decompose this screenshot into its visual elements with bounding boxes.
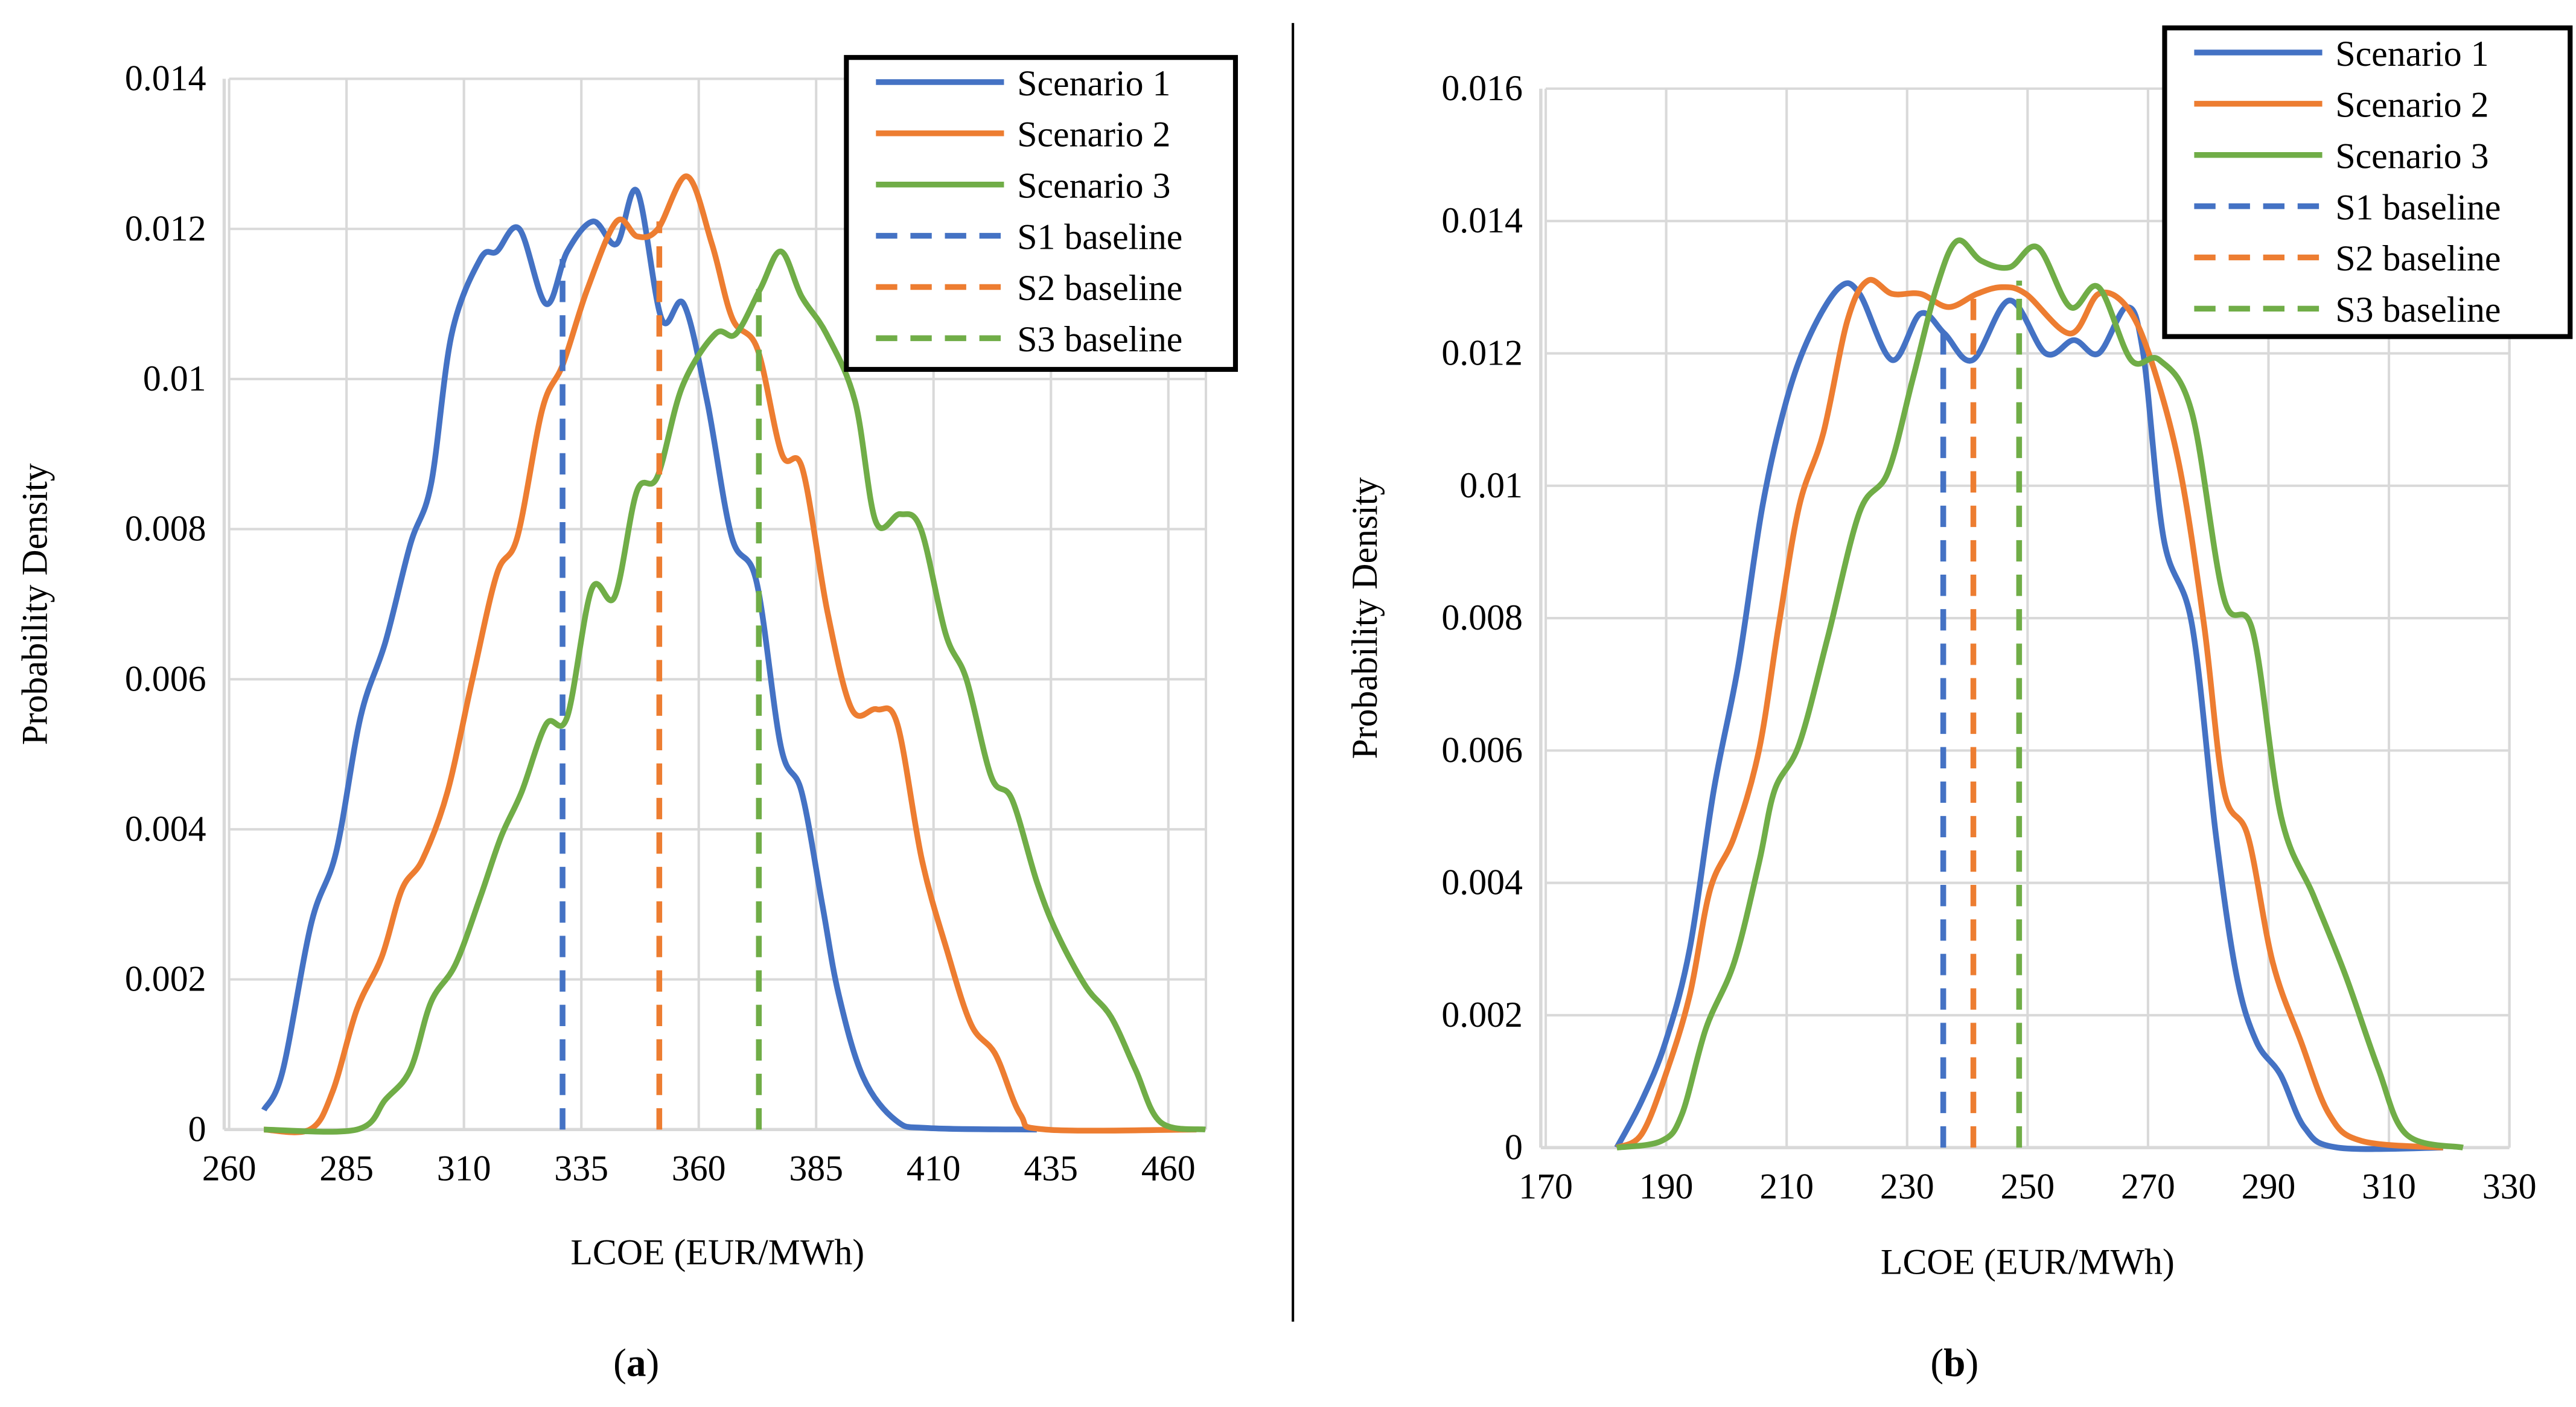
panel-caption: (b) xyxy=(1930,1341,1978,1385)
y-tick-label: 0.01 xyxy=(1459,465,1523,505)
series-line-scenario-1 xyxy=(1614,280,2443,1152)
x-tick-label: 285 xyxy=(319,1149,374,1188)
caption-paren: ( xyxy=(613,1341,626,1385)
y-tick-label: 0.002 xyxy=(125,959,206,999)
y-tick-label: 0.016 xyxy=(1441,68,1523,108)
x-tick-label: 270 xyxy=(2121,1167,2175,1207)
y-tick-label: 0.012 xyxy=(1441,333,1523,373)
y-tick-label: 0.014 xyxy=(125,59,206,98)
x-tick-label: 435 xyxy=(1024,1149,1078,1188)
y-tick-label: 0.004 xyxy=(125,809,206,849)
chart-b: 0 0.002 0.004 0.006 0.008 0.01 0.012 0.014 0.016… xyxy=(1345,25,2573,1385)
x-tick-label: 460 xyxy=(1141,1149,1196,1188)
legend-label: S3 baseline xyxy=(1017,319,1182,359)
series-line-scenario-3 xyxy=(264,248,1207,1135)
legend-label: Scenario 1 xyxy=(2335,34,2488,74)
x-tick-label: 310 xyxy=(2362,1167,2416,1207)
series-line-scenario-2 xyxy=(1615,276,2444,1150)
x-tick-label: 170 xyxy=(1519,1167,1573,1207)
x-tick-label: 360 xyxy=(672,1149,726,1188)
y-axis-title: Probability Density xyxy=(1345,477,1385,759)
x-tick-label: 230 xyxy=(1880,1167,1934,1207)
legend-label: S3 baseline xyxy=(2335,290,2501,330)
series-line-scenario-3 xyxy=(1616,237,2464,1150)
legend-box xyxy=(2162,25,2573,339)
x-axis-title: LCOE (EUR/MWh) xyxy=(1881,1242,2175,1282)
caption-paren: ( xyxy=(1930,1341,1943,1385)
panel-caption: (a) xyxy=(613,1341,659,1385)
legend: Scenario 1 Scenario 2 Scenario 3 S1 baselin… xyxy=(844,55,1239,372)
chart-a: 0 0.002 0.004 0.006 0.008 0.01 0.012 0.014 260 28… xyxy=(15,55,1239,1385)
caption-letter: a xyxy=(626,1341,646,1385)
legend-label: Scenario 2 xyxy=(2335,85,2488,125)
x-axis-title: LCOE (EUR/MWh) xyxy=(570,1232,864,1272)
x-tick-label: 260 xyxy=(202,1149,257,1188)
legend-label: Scenario 1 xyxy=(1017,63,1170,103)
legend-label: Scenario 3 xyxy=(2335,136,2488,176)
legend: Scenario 1 Scenario 2 Scenario 3 S1 baselin… xyxy=(2162,25,2573,339)
x-tick-label: 330 xyxy=(2482,1167,2537,1207)
series-line-scenario-1 xyxy=(261,187,1037,1133)
y-tick-label: 0 xyxy=(188,1109,206,1149)
x-tick-label: 210 xyxy=(1759,1167,1814,1207)
x-tick-label: 385 xyxy=(789,1149,843,1188)
x-tick-label: 250 xyxy=(2000,1167,2055,1207)
y-tick-label: 0.008 xyxy=(125,509,206,549)
y-axis-title: Probability Density xyxy=(15,463,55,745)
legend-label: Scenario 2 xyxy=(1017,115,1170,155)
legend-label: S1 baseline xyxy=(1017,217,1182,257)
x-tick-label: 310 xyxy=(437,1149,491,1188)
x-tick-label: 410 xyxy=(907,1149,961,1188)
legend-label: S2 baseline xyxy=(1017,268,1182,308)
y-tick-label: 0.006 xyxy=(125,659,206,698)
y-tick-label: 0 xyxy=(1505,1127,1523,1167)
legend-label: S1 baseline xyxy=(2335,187,2501,227)
y-tick-label: 0.006 xyxy=(1441,730,1523,770)
y-tick-label: 0.014 xyxy=(1441,200,1523,240)
y-tick-label: 0.004 xyxy=(1441,863,1523,902)
caption-letter: b xyxy=(1943,1341,1965,1385)
legend-label: Scenario 3 xyxy=(1017,165,1170,205)
legend-label: S2 baseline xyxy=(2335,238,2501,278)
legend-box xyxy=(844,55,1239,372)
x-tick-label: 290 xyxy=(2242,1167,2296,1207)
series-line-scenario-2 xyxy=(263,173,1197,1135)
y-tick-label: 0.012 xyxy=(125,208,206,248)
x-tick-label: 190 xyxy=(1639,1167,1694,1207)
y-tick-label: 0.008 xyxy=(1441,598,1523,637)
caption-paren: ) xyxy=(1965,1341,1978,1385)
y-tick-label: 0.002 xyxy=(1441,995,1523,1035)
x-tick-label: 335 xyxy=(554,1149,608,1188)
y-tick-label: 0.01 xyxy=(143,359,206,398)
caption-paren: ) xyxy=(646,1341,659,1385)
